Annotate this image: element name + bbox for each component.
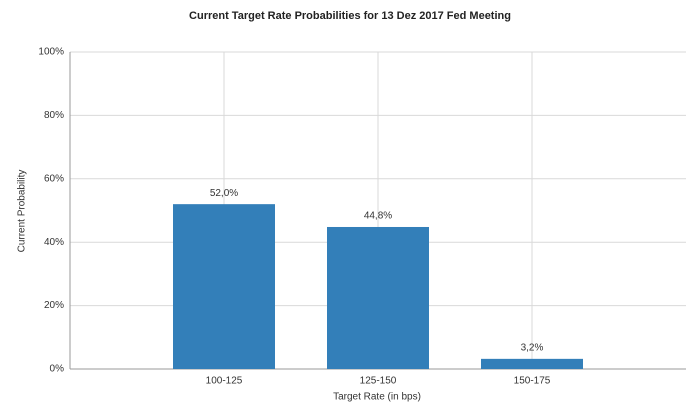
- y-tick-label: 60%: [44, 173, 64, 184]
- x-tick-label: 100-125: [206, 376, 243, 387]
- data-label: 3,2%: [521, 342, 544, 353]
- bar: [327, 226, 429, 369]
- x-tick-label: 125-150: [360, 376, 397, 387]
- y-axis-label: Current Probability: [17, 170, 28, 253]
- y-tick-label: 0%: [50, 364, 65, 375]
- chart-title: Current Target Rate Probabilities for 13…: [189, 10, 511, 22]
- y-tick-label: 100%: [38, 47, 64, 58]
- bar: [173, 204, 275, 369]
- x-axis-label: Target Rate (in bps): [333, 392, 421, 403]
- y-tick-label: 40%: [44, 237, 64, 248]
- x-tick-label: 150-175: [514, 376, 551, 387]
- data-label: 44,8%: [364, 211, 392, 222]
- data-label: 52,0%: [210, 188, 238, 199]
- bar: [481, 358, 583, 369]
- y-tick-label: 20%: [44, 300, 64, 311]
- y-tick-label: 80%: [44, 110, 64, 121]
